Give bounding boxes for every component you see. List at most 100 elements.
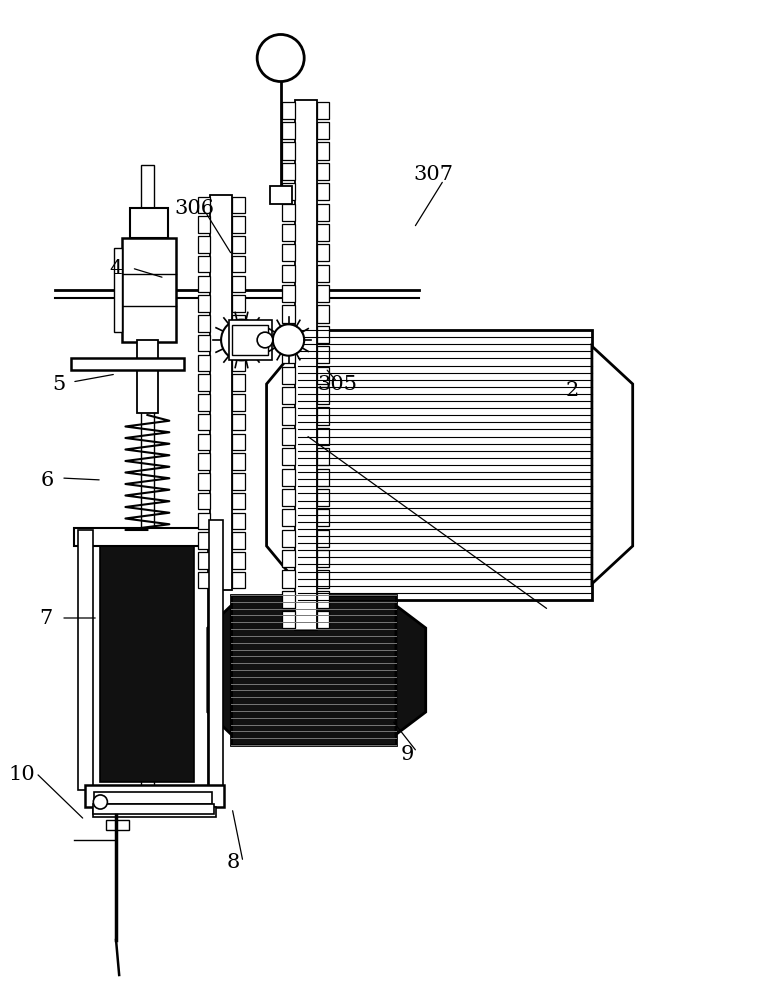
Bar [317, 163, 329, 180]
Bar [317, 305, 329, 323]
Bar [232, 216, 245, 233]
Bar [198, 532, 210, 549]
Bar [317, 224, 329, 241]
Bar [282, 428, 295, 445]
Bar [282, 530, 295, 547]
Circle shape [93, 795, 107, 809]
Circle shape [257, 332, 273, 348]
Bar [232, 355, 245, 371]
Bar [198, 197, 210, 213]
Bar [282, 244, 295, 261]
Bar [317, 204, 329, 221]
Bar [85, 785, 224, 807]
Bar [282, 285, 295, 302]
Bar [232, 295, 245, 312]
Bar [317, 346, 329, 363]
Bar [317, 509, 329, 526]
Bar [317, 448, 329, 465]
Bar [198, 295, 210, 312]
Text: 10: 10 [9, 766, 35, 784]
Circle shape [221, 320, 262, 360]
Bar [317, 530, 329, 547]
Bar [282, 142, 295, 160]
Bar [317, 489, 329, 506]
Bar [317, 102, 329, 119]
Bar [71, 358, 184, 370]
Bar [94, 792, 212, 804]
Bar [317, 285, 329, 302]
Bar [209, 520, 223, 800]
Bar [86, 530, 208, 790]
Text: 7: 7 [39, 608, 52, 628]
Bar [232, 315, 245, 332]
Bar [232, 532, 245, 549]
Bar [282, 550, 295, 567]
Bar [282, 346, 295, 363]
Bar [122, 238, 176, 342]
Bar [232, 414, 245, 430]
Bar [282, 591, 295, 608]
Bar [295, 100, 317, 630]
Bar [317, 550, 329, 567]
Bar [317, 183, 329, 200]
Bar [317, 591, 329, 608]
Bar [232, 552, 245, 569]
Bar [74, 528, 223, 546]
Bar [282, 407, 295, 425]
Bar [232, 473, 245, 490]
Bar [317, 428, 329, 445]
Bar [198, 493, 210, 509]
Bar [317, 367, 329, 384]
Text: 307: 307 [413, 165, 454, 184]
Bar [78, 530, 93, 790]
Bar [282, 163, 295, 180]
Text: 4: 4 [110, 258, 122, 277]
Bar [282, 204, 295, 221]
Text: 305: 305 [317, 375, 358, 394]
Bar [317, 469, 329, 486]
Bar [317, 407, 329, 425]
Bar [232, 453, 245, 470]
Bar [231, 595, 396, 745]
Bar [317, 611, 329, 628]
Polygon shape [267, 346, 298, 584]
Bar [198, 572, 210, 588]
Text: 9: 9 [401, 746, 415, 764]
Bar [198, 513, 210, 529]
Bar [317, 265, 329, 282]
Bar [114, 248, 122, 332]
Bar [282, 611, 295, 628]
Bar [282, 265, 295, 282]
Bar [282, 387, 295, 404]
Bar [317, 122, 329, 139]
Bar [317, 570, 329, 588]
Text: 5: 5 [53, 375, 65, 394]
Bar [270, 186, 292, 204]
Bar [232, 493, 245, 509]
Bar [137, 340, 158, 413]
Bar [141, 165, 154, 815]
Bar [282, 367, 295, 384]
Polygon shape [592, 346, 633, 584]
Bar [93, 804, 214, 814]
Bar [93, 807, 216, 817]
Bar [198, 355, 210, 371]
Bar [232, 374, 245, 391]
Bar [232, 197, 245, 213]
Text: 8: 8 [227, 852, 240, 871]
Polygon shape [396, 605, 426, 734]
Bar [198, 216, 210, 233]
Bar [282, 448, 295, 465]
Bar [198, 335, 210, 351]
Circle shape [257, 34, 304, 82]
Bar [100, 538, 194, 782]
Bar [198, 414, 210, 430]
Bar [198, 315, 210, 332]
Bar [198, 394, 210, 411]
Circle shape [273, 324, 304, 356]
Bar [210, 195, 232, 590]
Bar [232, 276, 245, 292]
Bar [198, 453, 210, 470]
Bar [282, 122, 295, 139]
Bar [317, 326, 329, 343]
